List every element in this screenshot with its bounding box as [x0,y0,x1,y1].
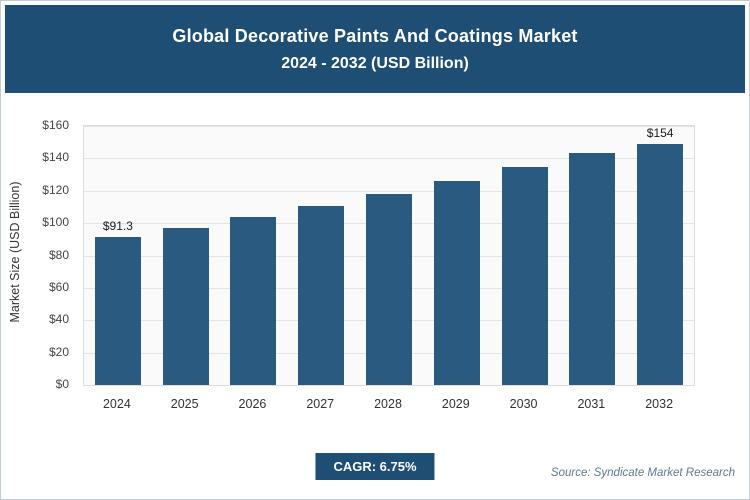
bar-2028 [365,194,413,385]
y-tick-label: $60 [48,279,69,294]
bar-column [491,126,559,385]
x-axis-label: 2024 [102,397,131,411]
bar-column: $91.3 [84,126,152,385]
x-labels-row: 2024 2025 2026 2027 2028 2029 2030 2031 2032 [83,393,693,415]
bar-2031 [569,152,616,385]
y-tick-label: $120 [42,182,69,197]
bar-column [423,126,491,385]
gridline [84,126,694,127]
gridline [84,158,694,160]
bar-column [220,126,288,385]
bar-2029 [433,181,480,385]
bar-2024 [94,237,141,385]
y-tick-label: $40 [48,312,69,327]
bar-2032 [637,144,684,385]
bar-column [355,126,423,385]
bar-2030 [501,167,548,385]
y-tick-label: $80 [48,247,69,262]
gridline [84,190,694,192]
bar-column [287,126,355,385]
bar-column: $154 [626,126,694,385]
x-axis-label: 2029 [441,397,470,411]
bar-2027 [298,206,345,385]
y-tick-label: $20 [48,344,69,359]
bar-2025 [162,227,209,385]
source-note: Source: Syndicate Market Research [550,467,735,479]
bars-row: $91.3 $154 [84,126,694,385]
x-axis-label: 2025 [170,397,199,411]
header: Global Decorative Paints And Coatings Ma… [5,5,745,93]
y-tick-labels: $0 $20 $40 $60 $80 $100 $120 $140 $160 [1,118,77,391]
bar-column [558,126,626,385]
y-tick-label: $160 [42,118,69,132]
x-axis-label: 2031 [577,397,606,411]
y-tick-label: $0 [55,377,69,391]
y-tick-label: $100 [42,215,69,230]
x-axis-label: 2032 [645,397,674,411]
bar-2026 [230,217,277,385]
bar-value-label: $154 [646,126,674,140]
bar-value-label: $91.3 [102,219,133,234]
plot-area: $91.3 $154 [83,125,695,386]
cagr-badge: CAGR: 6.75% [315,453,435,480]
chart-subtitle: 2024 - 2032 (USD Billion) [281,54,469,72]
x-axis-label: 2026 [238,397,267,411]
y-tick-label: $140 [42,150,69,165]
x-axis-label: 2030 [509,397,538,411]
chart-title: Global Decorative Paints And Coatings Ma… [172,25,578,46]
x-axis-label: 2028 [374,397,402,411]
bar-column [152,126,220,385]
x-axis-label: 2027 [306,397,335,411]
